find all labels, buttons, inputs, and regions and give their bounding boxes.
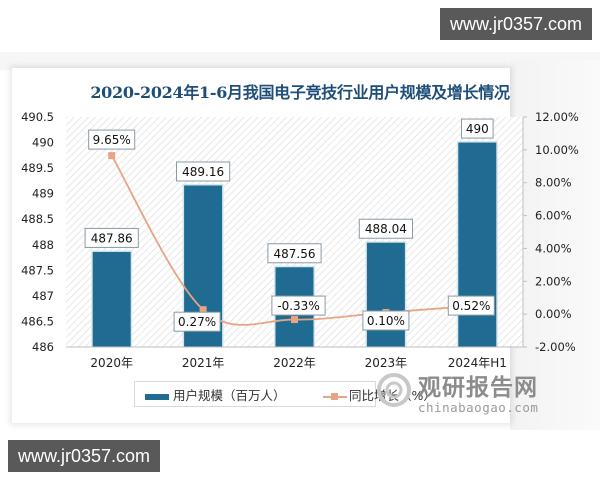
bar — [366, 242, 405, 347]
x-category-label: 2024年H1 — [448, 356, 507, 370]
growth-value-label-box — [271, 295, 326, 316]
bar-value-label: 487.56 — [274, 247, 316, 261]
legend-bar-label: 用户规模（百万人） — [173, 388, 286, 403]
watermark-bottom: www.jr0357.com — [8, 440, 160, 472]
y-right-tick: 8.00% — [535, 176, 572, 190]
line-marker — [108, 152, 116, 160]
growth-value-label-box — [362, 310, 410, 331]
y-left-tick: 487.5 — [21, 263, 54, 277]
growth-value-label: -0.33% — [277, 299, 319, 313]
x-axis-categories: 2020年 2021年 2022年 2023年 2024年H1 — [90, 356, 506, 370]
x-category-label: 2022年 — [273, 356, 316, 370]
y-axis-left: 490.5 490 489.5 489 488.5 488 487.5 487 486.5 486 — [21, 110, 54, 354]
y-left-tick: 490.5 — [21, 110, 54, 124]
y-axis-right: 12.00% 10.00% 8.00% 6.00% 4.00% 2.00% 0.00% -2.… — [523, 110, 579, 354]
bar — [92, 251, 131, 347]
growth-value-label-box — [88, 129, 136, 150]
y-left-tick: 488.5 — [21, 212, 54, 226]
bar-value-label-box — [267, 243, 322, 264]
bar-value-label: 487.86 — [91, 231, 133, 245]
x-category-label: 2021年 — [182, 356, 225, 370]
growth-value-label-box — [447, 295, 495, 316]
brand-watermark: 观研报告网 chinabaogao.com — [418, 368, 538, 415]
bar-value-label-box — [176, 161, 231, 182]
y-left-tick: 489 — [32, 187, 54, 201]
x-category-label: 2023年 — [365, 356, 408, 370]
y-right-tick: 4.00% — [535, 241, 572, 255]
y-left-tick: 490 — [32, 136, 54, 150]
bar-swatch-icon — [145, 393, 169, 400]
brand-name-cn: 观研报告网 — [418, 375, 538, 401]
card-shadow — [510, 60, 600, 430]
y-right-tick: 0.00% — [535, 307, 572, 321]
bar-value-label: 489.16 — [182, 165, 224, 179]
y-left-tick: 487 — [32, 289, 54, 303]
brand-name-en: chinabaogao.com — [418, 400, 539, 415]
y-left-tick: 488 — [32, 238, 54, 252]
y-left-tick: 489.5 — [21, 161, 54, 175]
y-right-tick: 10.00% — [535, 143, 579, 157]
brand-logo-icon — [377, 373, 411, 407]
line-marker — [291, 316, 298, 324]
y-right-tick: 6.00% — [535, 209, 572, 223]
y-left-tick: 486.5 — [21, 314, 54, 328]
header-band — [0, 52, 600, 70]
legend-item-bar: 用户规模（百万人） — [145, 385, 286, 404]
chart-title: 2020-2024年1-6月我国电子竞技行业用户规模及增长情况 — [90, 83, 510, 102]
y-right-tick: -2.00% — [535, 340, 576, 354]
y-left-tick: 486 — [32, 340, 54, 354]
legend: 用户规模（百万人） 同比增长（%） — [134, 381, 436, 407]
growth-value-label: 9.65% — [93, 133, 131, 147]
bar-value-label-box — [461, 118, 494, 139]
bar-value-label-box — [358, 218, 413, 239]
line-marker-icon — [323, 392, 347, 401]
bar-value-label: 490 — [466, 122, 489, 136]
bar-value-label: 488.04 — [365, 222, 407, 236]
y-right-tick: 2.00% — [535, 274, 572, 288]
growth-value-label-box — [173, 311, 221, 332]
growth-value-label: 0.27% — [178, 315, 216, 329]
bar — [458, 142, 497, 347]
growth-value-label: 0.52% — [452, 299, 490, 313]
growth-value-label: 0.10% — [367, 314, 405, 328]
line-marker — [199, 306, 207, 314]
y-right-tick: 12.00% — [535, 110, 579, 124]
watermark-top: www.jr0357.com — [440, 8, 592, 40]
bar-value-label-box — [84, 227, 139, 248]
data-labels: 487.86 489.16 487.56 488.04 490 9.65% 0.27% -0.… — [84, 118, 495, 332]
x-category-label: 2020年 — [90, 356, 133, 370]
